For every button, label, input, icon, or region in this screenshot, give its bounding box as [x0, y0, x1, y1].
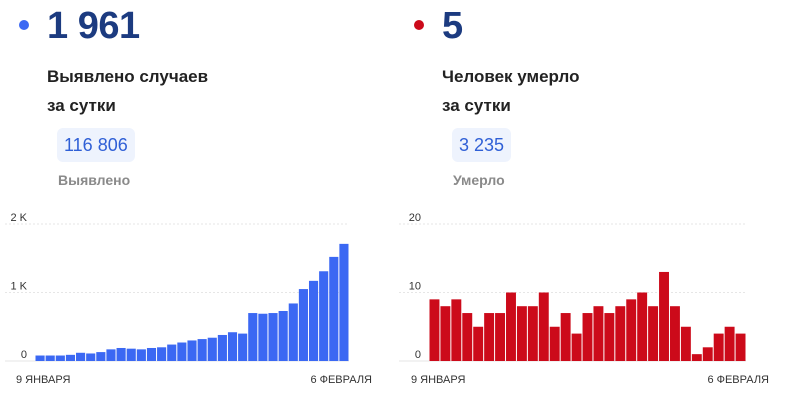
cases-total-label: Выявлено [58, 172, 131, 188]
deaths-ytick-label: 0 [415, 349, 421, 361]
cases-ytick-label: 1 K [10, 281, 27, 293]
cases-bar [339, 243, 349, 361]
cases-panel: 1 961 Выявлено случаев за сутки 116 806 … [0, 0, 380, 412]
deaths-bar [429, 299, 440, 361]
deaths-bar [506, 292, 516, 361]
cases-chart: 0 1 K 2 K 9 ЯНВАРЯ 6 ФЕВРАЛЯ [5, 212, 372, 386]
deaths-bar [571, 333, 582, 361]
cases-xtick-label: 6 ФЕВРАЛЯ [310, 374, 372, 386]
cases-bar [187, 340, 197, 361]
cases-bar [76, 352, 86, 361]
deaths-bar [516, 306, 527, 361]
cases-bar [207, 337, 217, 361]
deaths-bar [484, 313, 495, 361]
deaths-bar [451, 299, 462, 361]
deaths-bar [473, 326, 484, 361]
deaths-bar [440, 306, 451, 361]
deaths-bar [669, 306, 680, 361]
cases-bar [197, 339, 207, 361]
deaths-bar [582, 313, 593, 361]
deaths-ytick-label: 10 [409, 281, 421, 293]
cases-bar [227, 332, 238, 361]
deaths-bar [702, 347, 713, 361]
deaths-bar [593, 306, 604, 361]
cases-bar [308, 280, 319, 361]
cases-bar [278, 310, 288, 361]
cases-bar [86, 353, 96, 361]
deaths-ytick-label: 20 [409, 212, 421, 224]
deaths-bar [615, 306, 626, 361]
cases-bar [298, 289, 308, 361]
cases-bar [45, 355, 55, 361]
cases-bar [319, 271, 329, 361]
cases-bar [329, 256, 339, 361]
cases-bar [146, 347, 157, 361]
cases-bar [96, 352, 106, 361]
deaths-bar [626, 299, 637, 361]
cases-bar [258, 313, 268, 361]
cases-bar [116, 347, 126, 361]
deaths-bar [691, 354, 702, 361]
deaths-daily-value: 5 [442, 5, 463, 47]
cases-bar [268, 313, 278, 361]
cases-bar [177, 342, 187, 361]
deaths-bar [659, 271, 669, 361]
cases-bar [288, 303, 298, 361]
cases-bar [238, 333, 248, 361]
deaths-bar [604, 313, 615, 361]
deaths-bar [735, 333, 746, 361]
deaths-bar [713, 333, 724, 361]
cases-bar [126, 348, 136, 361]
deaths-bar [549, 326, 560, 361]
cases-bar [65, 354, 76, 361]
cases-dot-icon [19, 20, 29, 30]
cases-total-value: 116 806 [57, 128, 135, 162]
deaths-bar [560, 313, 571, 361]
deaths-bar [538, 292, 549, 361]
deaths-bar [637, 292, 648, 361]
deaths-bar [680, 326, 691, 361]
deaths-dot-icon [414, 20, 424, 30]
deaths-bar [462, 313, 473, 361]
deaths-bar [648, 306, 659, 361]
deaths-panel: 5 Человек умерло за сутки 3 235 Умерло 0… [395, 0, 775, 412]
deaths-bar [527, 306, 538, 361]
cases-ytick-label: 0 [21, 349, 27, 361]
cases-xtick-label: 9 ЯНВАРЯ [16, 374, 70, 386]
deaths-xtick-label: 9 ЯНВАРЯ [411, 374, 465, 386]
deaths-bar [495, 313, 506, 361]
deaths-subtitle: Человек умерло за сутки [442, 67, 580, 115]
deaths-chart: 0 10 20 9 ЯНВАРЯ 6 ФЕВРАЛЯ [399, 212, 769, 386]
cases-ytick-label: 2 K [10, 212, 27, 224]
cases-bar [35, 355, 45, 361]
deaths-total-value: 3 235 [452, 128, 512, 162]
cases-bar [217, 334, 227, 361]
deaths-total-label: Умерло [453, 172, 505, 188]
cases-bar [106, 349, 116, 361]
cases-bar [136, 349, 146, 361]
cases-bar [248, 313, 258, 361]
cases-bar [55, 355, 65, 361]
cases-bar [157, 347, 167, 361]
cases-daily-value: 1 961 [47, 5, 140, 47]
cases-bar [167, 344, 177, 361]
cases-subtitle: Выявлено случаев за сутки [47, 67, 209, 115]
deaths-bar [724, 326, 735, 361]
deaths-xtick-label: 6 ФЕВРАЛЯ [707, 374, 769, 386]
